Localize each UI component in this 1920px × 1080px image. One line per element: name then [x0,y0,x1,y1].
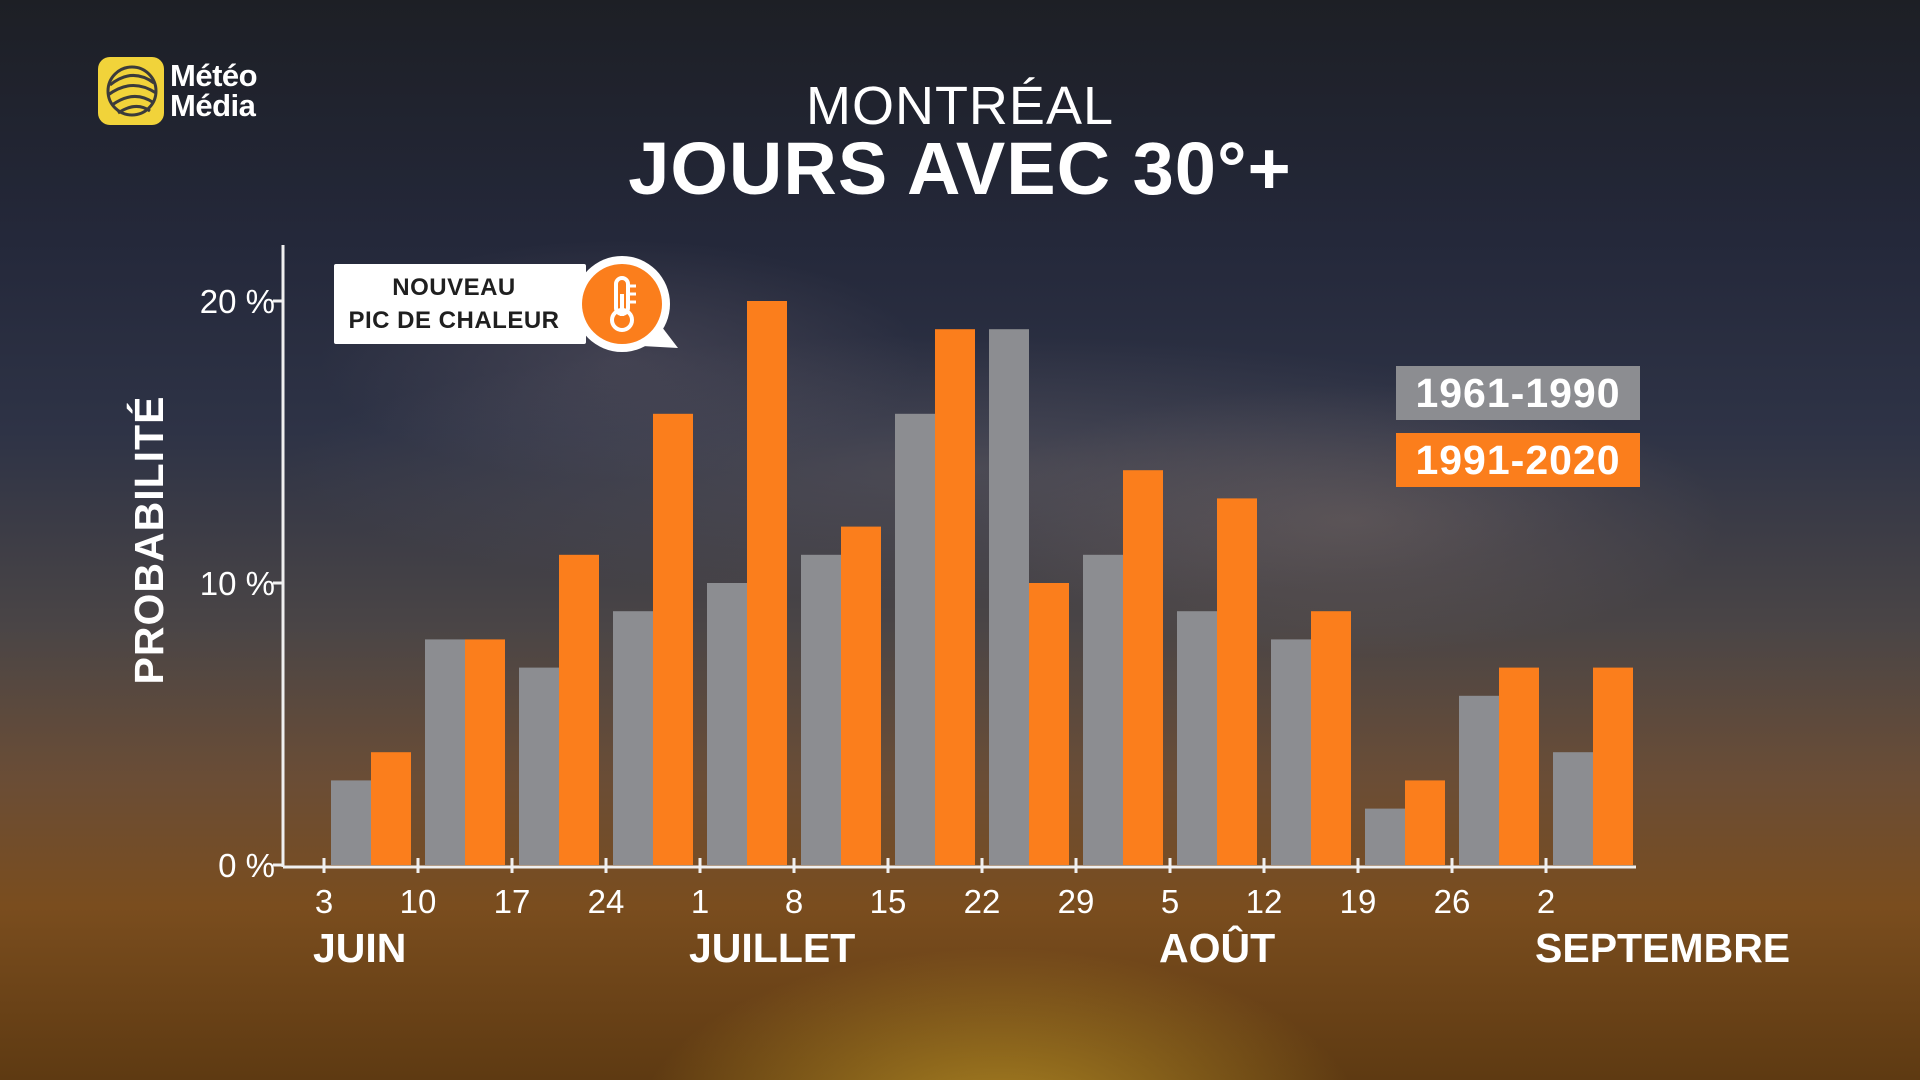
month-label-1: JUILLET [689,925,855,971]
bar-1991-2020-5 [841,526,881,865]
bar-1961-1990-10 [1271,639,1311,865]
bar-1961-1990-4 [707,583,747,865]
annotation-box [334,264,586,344]
bar-1961-1990-3 [613,611,653,865]
bar-1991-2020-10 [1311,611,1351,865]
month-label-2: AOÛT [1159,925,1275,971]
bar-1961-1990-12 [1459,695,1499,865]
bar-1991-2020-9 [1217,498,1257,865]
brand-line-1: Météo [170,58,258,93]
x-tick-label-8: 29 [1058,883,1095,920]
legend-1991-2020: 1991-2020 [1396,433,1640,487]
bar-1991-2020-1 [465,639,505,865]
bar-1961-1990-2 [519,667,559,865]
bar-1961-1990-6 [895,413,935,865]
y-tick-label-1: 10 % [200,565,275,602]
bar-1991-2020-6 [935,329,975,865]
bar-1961-1990-8 [1083,554,1123,865]
x-tick-label-3: 24 [588,883,625,920]
month-label-3: SEPTEMBRE [1535,925,1790,971]
legend-1961-1990: 1961-1990 [1396,366,1640,420]
y-tick-label-2: 20 % [200,283,275,320]
bar-1991-2020-13 [1593,667,1633,865]
y-tick-label-0: 0 % [218,847,275,884]
y-ticks-group: 0 % 10 % 20 % [200,283,283,884]
bar-1991-2020-11 [1405,780,1445,865]
bar-1961-1990-5 [801,554,841,865]
bar-1991-2020-7 [1029,583,1069,865]
bar-1961-1990-9 [1177,611,1217,865]
bar-1961-1990-0 [331,780,371,865]
x-tick-label-9: 5 [1161,883,1179,920]
x-tick-label-1: 10 [400,883,437,920]
month-labels-group: JUIN JUILLET AOÛT SEPTEMBRE [313,925,1790,971]
bar-1991-2020-4 [747,301,787,865]
annotation-line-1: NOUVEAU [392,274,516,301]
x-ticks-group: 3 10 17 24 1 8 15 22 29 5 12 19 26 2 [315,858,1555,920]
meteomedia-logo: Météo Média [98,57,273,127]
bar-1991-2020-0 [371,752,411,865]
bar-1961-1990-13 [1553,752,1593,865]
x-tick-label-13: 2 [1537,883,1555,920]
bar-1961-1990-11 [1365,808,1405,865]
x-tick-label-2: 17 [494,883,531,920]
month-label-0: JUIN [313,925,406,971]
x-tick-label-7: 22 [964,883,1001,920]
bar-1961-1990-7 [989,329,1029,865]
bar-1991-2020-8 [1123,470,1163,865]
x-tick-label-10: 12 [1246,883,1283,920]
brand-line-2: Média [170,88,256,123]
bar-1991-2020-3 [653,413,693,865]
y-axis-label: PROBABILITÉ [126,396,172,685]
annotation-line-2: PIC DE CHALEUR [348,307,560,334]
x-tick-label-0: 3 [315,883,333,920]
chart-city: MONTRÉAL [805,76,1115,136]
x-tick-label-6: 15 [870,883,907,920]
bar-1991-2020-12 [1499,667,1539,865]
x-tick-label-4: 1 [691,883,709,920]
chart-title: JOURS AVEC 30°+ [628,127,1292,210]
bar-1961-1990-1 [425,639,465,865]
bars-group [331,301,1633,865]
x-tick-label-11: 19 [1340,883,1377,920]
globe-icon [98,57,164,125]
x-tick-label-5: 8 [785,883,803,920]
bar-1991-2020-2 [559,554,599,865]
thermometer-icon [574,256,678,352]
x-tick-label-12: 26 [1434,883,1471,920]
heat-peak-annotation: NOUVEAU PIC DE CHALEUR [334,254,694,354]
